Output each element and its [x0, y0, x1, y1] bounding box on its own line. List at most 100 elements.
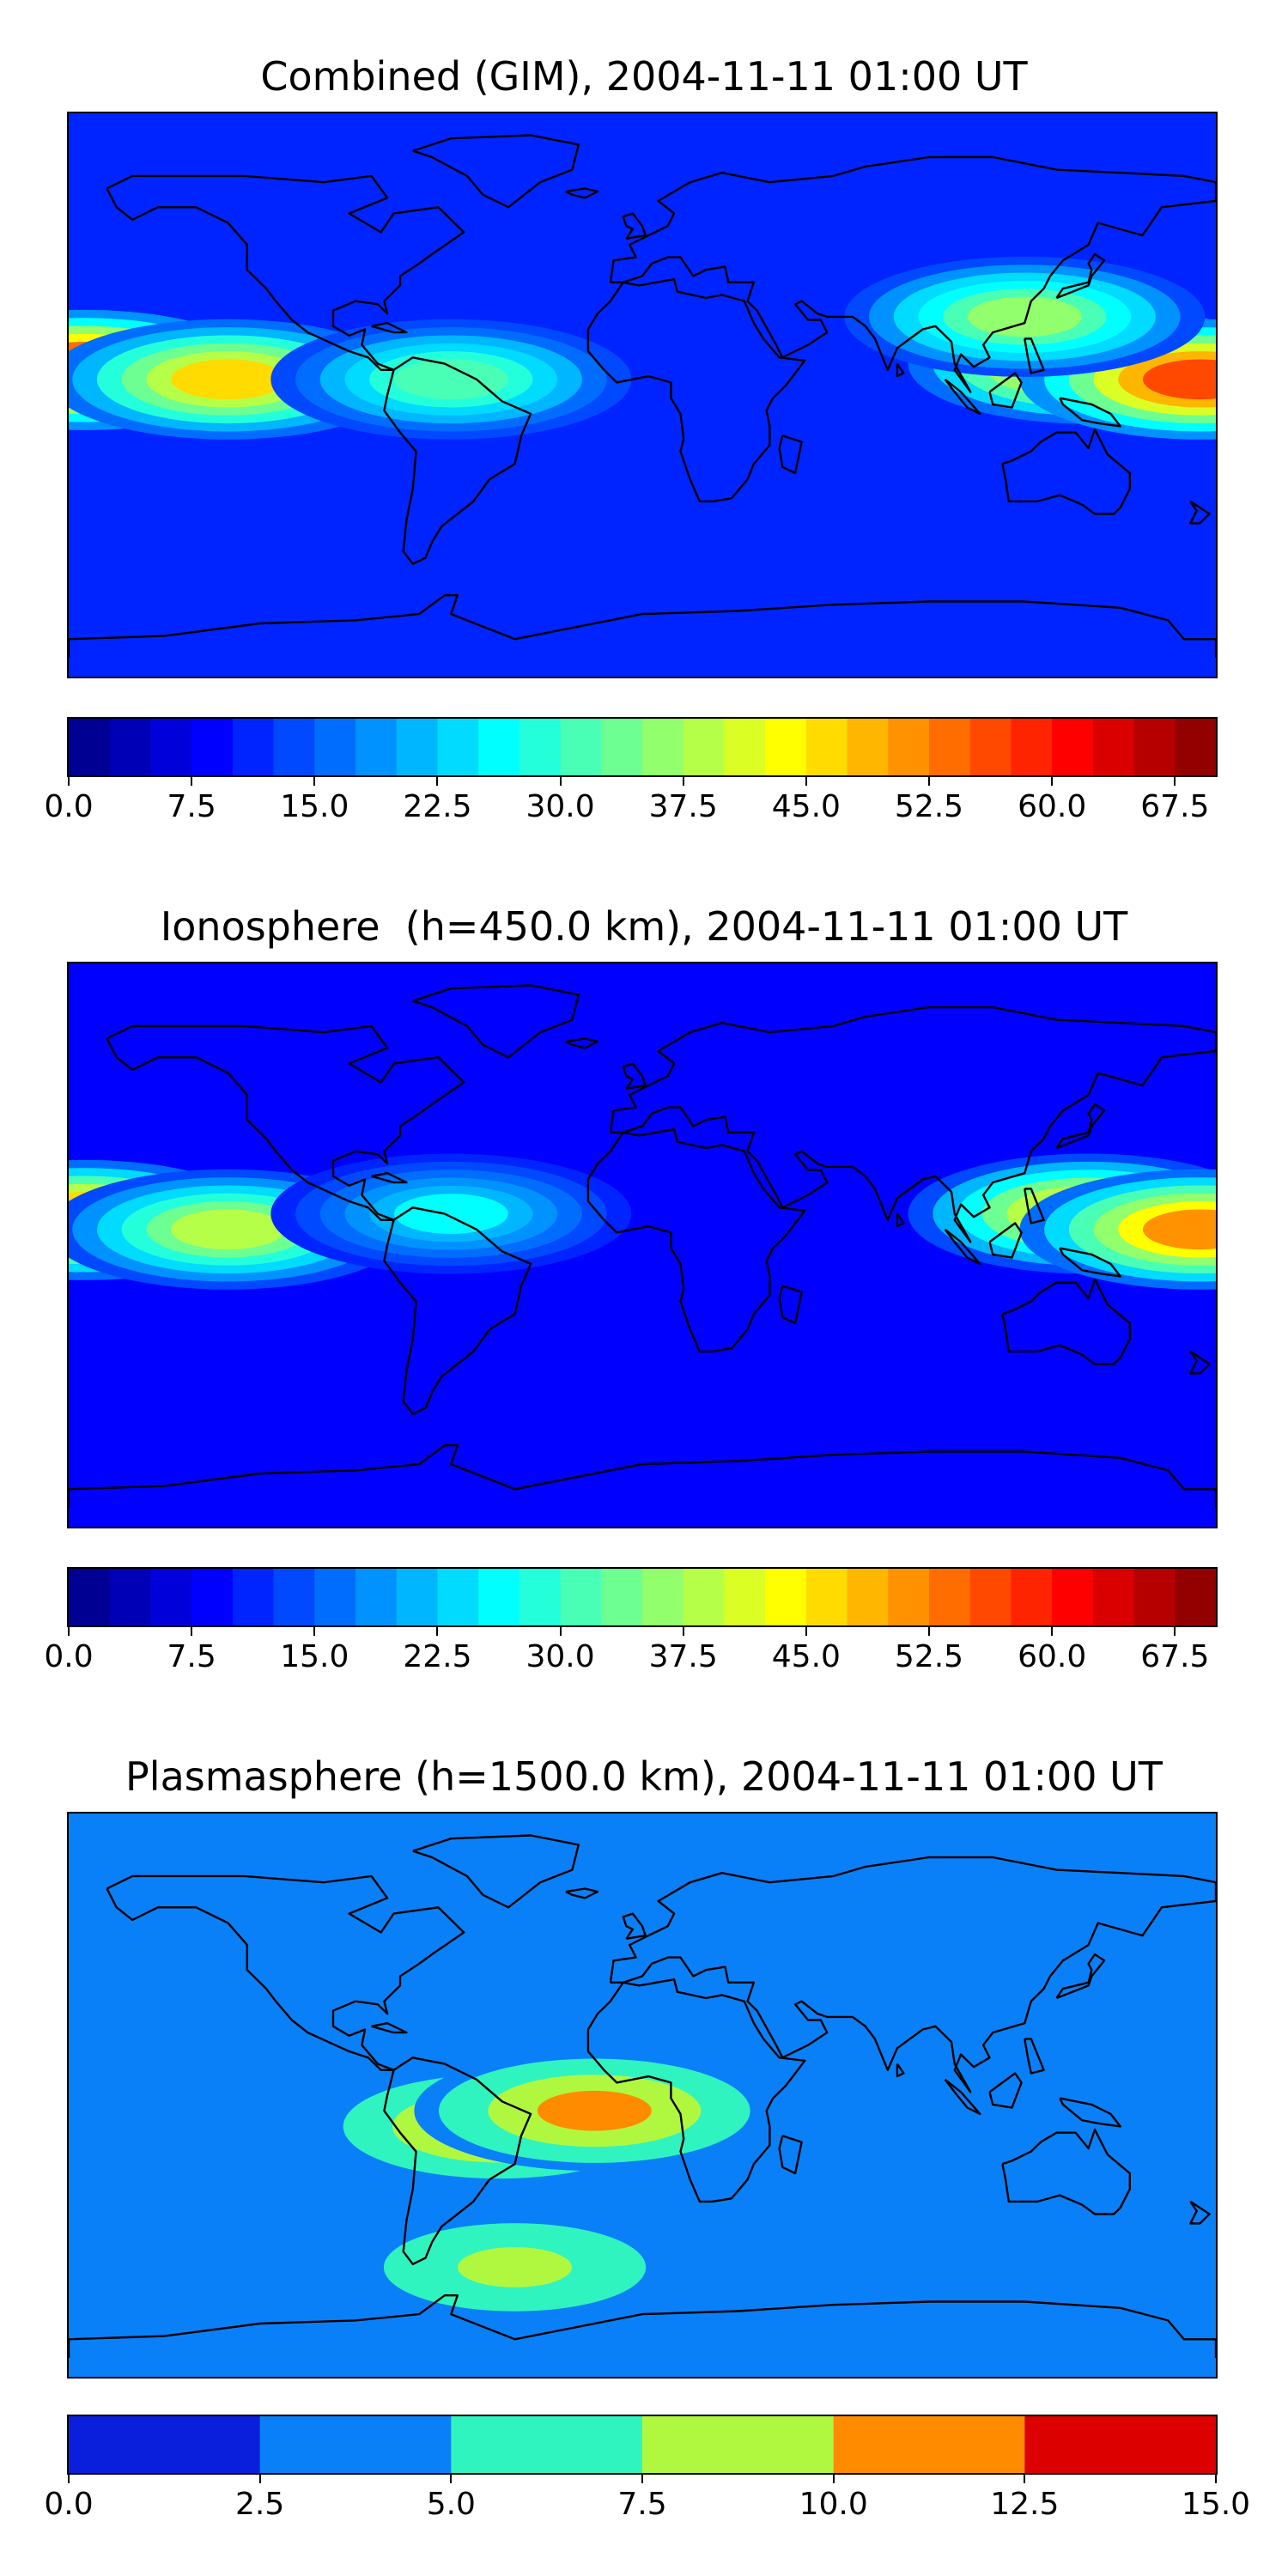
field-feature-2: [270, 319, 632, 440]
colorbar-swatch-2: [150, 1569, 192, 1625]
panel-1-colorbar: [67, 717, 1218, 777]
coastline-newGuinea: [1059, 1247, 1121, 1278]
colorbar-tick-label: 22.5: [403, 1639, 472, 1674]
colorbar-tick-mark: [682, 777, 684, 786]
coastline-srilanka: [896, 1212, 905, 1228]
colorbar-tick-label: 12.5: [990, 2487, 1060, 2522]
colorbar-tick-label: 5.0: [426, 2487, 476, 2522]
coastline-eurasia: [609, 155, 1216, 393]
panel-2-map: [67, 962, 1218, 1528]
colorbar-tick-label: 0.0: [44, 2487, 94, 2522]
coastline-madagascar: [778, 2135, 803, 2175]
colorbar-swatch-1: [259, 2416, 452, 2473]
colorbar-swatch-2: [451, 2416, 643, 2473]
coastline-greenland: [412, 1834, 580, 1909]
coastline-philippines: [1024, 1188, 1045, 1224]
coastline-philippines: [1024, 337, 1045, 374]
coastline-borneo: [988, 1222, 1023, 1259]
coastline-australia: [1001, 2128, 1132, 2215]
colorbar-swatch-4: [232, 719, 275, 775]
coastline-japan: [1055, 1103, 1106, 1150]
coastline-iceland: [565, 1037, 599, 1049]
coastline-newZealand: [1189, 1350, 1211, 1375]
panel-2-map-svg: [69, 963, 1216, 1527]
colorbar-tick-mark: [1024, 2475, 1026, 2483]
colorbar-swatch-27: [1175, 1569, 1216, 1625]
colorbar-tick-label: 22.5: [403, 789, 472, 824]
colorbar-swatch-15: [683, 1569, 726, 1625]
colorbar-swatch-6: [314, 1569, 356, 1625]
colorbar-swatch-13: [601, 1569, 643, 1625]
colorbar-swatch-24: [1052, 1569, 1094, 1625]
colorbar-swatch-11: [519, 1569, 562, 1625]
colorbar-swatch-25: [1092, 1569, 1135, 1625]
panel-1-colorbar-svg: [69, 719, 1216, 775]
coastline-sumatra: [944, 2078, 981, 2116]
coastline-africa: [586, 1978, 806, 2203]
colorbar-swatch-12: [560, 1569, 602, 1625]
coastline-borneo: [988, 2072, 1023, 2109]
colorbar-swatch-21: [929, 1569, 971, 1625]
colorbar-tick-mark: [68, 2475, 70, 2483]
colorbar-swatch-19: [847, 1569, 889, 1625]
colorbar-tick-label: 15.0: [1181, 2487, 1251, 2522]
colorbar-swatch-23: [1011, 1569, 1053, 1625]
coastline-southAmerica: [383, 2057, 532, 2265]
coastline-iceland: [565, 187, 599, 199]
field-feature-4: [1019, 1169, 1216, 1290]
coastline-newZealand: [1189, 2200, 1211, 2225]
coastline-southAmerica: [383, 356, 532, 565]
coastline-southAmerica: [383, 1206, 532, 1415]
colorbar-swatch-9: [437, 1569, 479, 1625]
colorbar-swatch-10: [478, 719, 520, 775]
colorbar-tick-mark: [313, 777, 316, 786]
colorbar-tick-mark: [436, 1627, 439, 1636]
colorbar-tick-mark: [559, 777, 562, 786]
colorbar-swatch-24: [1052, 719, 1094, 775]
colorbar-swatch-15: [683, 719, 726, 775]
colorbar-swatch-19: [847, 719, 889, 775]
colorbar-swatch-7: [355, 719, 398, 775]
colorbar-tick-label: 30.0: [526, 1639, 595, 1674]
colorbar-swatch-14: [642, 1569, 684, 1625]
colorbar-swatch-22: [969, 1569, 1012, 1625]
coastline-britain: [622, 212, 647, 240]
colorbar-tick-mark: [436, 777, 439, 786]
coastline-srilanka: [896, 2063, 905, 2078]
coastline-britain: [622, 1062, 647, 1090]
colorbar-tick-label: 0.0: [44, 789, 94, 824]
colorbar-tick-label: 15.0: [280, 1639, 349, 1674]
colorbar-swatch-20: [888, 1569, 930, 1625]
colorbar-swatch-8: [396, 1569, 439, 1625]
coastline-africa: [586, 277, 806, 503]
colorbar-tick-label: 37.5: [648, 1639, 718, 1674]
colorbar-tick-mark: [68, 1627, 70, 1636]
coastline-australia: [1001, 1278, 1132, 1365]
colorbar-swatch-17: [765, 719, 807, 775]
colorbar-tick-mark: [1051, 1627, 1054, 1636]
colorbar-tick-label: 60.0: [1018, 789, 1087, 824]
colorbar-tick-mark: [1174, 1627, 1176, 1636]
colorbar-swatch-18: [805, 719, 848, 775]
colorbar-swatch-8: [396, 719, 439, 775]
colorbar-tick-mark: [559, 1627, 562, 1636]
colorbar-swatch-1: [109, 1569, 152, 1625]
colorbar-tick-label: 30.0: [526, 789, 595, 824]
panel-1-map: [67, 112, 1218, 678]
coastline-borneo: [988, 372, 1023, 409]
coastline-australia: [1001, 428, 1132, 515]
colorbar-tick-mark: [928, 777, 930, 786]
coastline-madagascar: [778, 434, 803, 475]
field-feature-1: [414, 2050, 775, 2172]
colorbar-swatch-7: [355, 1569, 398, 1625]
colorbar-swatch-0: [69, 2416, 261, 2473]
colorbar-swatch-18: [805, 1569, 848, 1625]
coastline-cuba: [371, 1171, 408, 1184]
colorbar-tick-label: 7.5: [167, 789, 216, 824]
coastline-northAmerica: [106, 1874, 465, 2071]
colorbar-swatch-23: [1011, 719, 1053, 775]
colorbar-swatch-13: [601, 719, 643, 775]
field-feature-5: [844, 256, 1206, 377]
colorbar-tick-mark: [68, 777, 70, 786]
coastline-northAmerica: [106, 1024, 465, 1221]
